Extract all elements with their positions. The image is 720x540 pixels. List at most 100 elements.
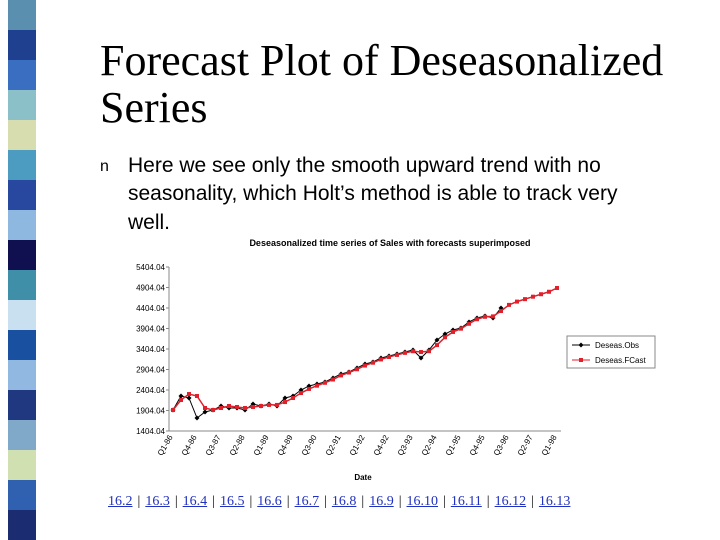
nav-link[interactable]: 16.6 [257, 494, 282, 509]
x-tick-label: Q1-95 [444, 433, 463, 457]
fcast-marker [427, 349, 431, 354]
y-tick-label: 4904.04 [136, 284, 165, 293]
fcast-marker [179, 398, 183, 403]
nav-link[interactable]: 16.7 [294, 494, 320, 509]
x-tick-label: Q4-92 [372, 433, 391, 457]
fcast-marker [187, 392, 191, 397]
x-tick-label: Q2-94 [420, 433, 439, 457]
fcast-marker [515, 299, 519, 304]
nav-separator: | [398, 494, 402, 509]
y-tick-label: 5404.04 [136, 263, 165, 272]
fcast-marker [323, 380, 327, 385]
fcast-marker [339, 373, 343, 378]
fcast-marker [355, 367, 359, 372]
bullet-text: well. [127, 211, 170, 234]
fcast-marker [507, 302, 511, 307]
decor-block [8, 210, 36, 240]
title-line: Forecast Plot of Deseasonalized [100, 36, 663, 85]
nav-link[interactable]: 16.9 [369, 494, 394, 509]
decor-block [8, 330, 36, 360]
fcast-marker [291, 395, 295, 400]
nav-link[interactable]: 16.3 [145, 494, 170, 509]
decor-block [8, 270, 36, 300]
fcast-marker [443, 335, 447, 340]
decor-block [8, 30, 36, 60]
obs-marker [282, 395, 288, 401]
fcast-marker [523, 297, 527, 302]
fcast-marker [475, 317, 479, 322]
bullet-marker: n [100, 158, 109, 175]
nav-link[interactable]: 16.13 [538, 494, 571, 509]
fcast-marker [235, 404, 239, 409]
fcast-marker [267, 402, 271, 407]
nav-separator: | [361, 494, 365, 509]
fcast-marker [531, 294, 535, 299]
x-tick-label: Q1-92 [348, 433, 367, 457]
decor-block [8, 360, 36, 390]
fcast-marker [203, 406, 207, 411]
nav-separator: | [531, 494, 534, 509]
decor-block [8, 300, 36, 330]
decor-block [8, 420, 36, 450]
nav-link[interactable]: 16.4 [182, 494, 208, 509]
nav-link[interactable]: 16.11 [450, 494, 482, 509]
x-tick-label: Q1-86 [156, 433, 175, 457]
fcast-marker [347, 370, 351, 375]
nav-link[interactable]: 16.8 [331, 494, 357, 509]
y-tick-label: 3904.04 [136, 325, 165, 334]
nav-link[interactable]: 16.2 [108, 494, 133, 509]
fcast-marker [555, 285, 559, 290]
fcast-marker [171, 408, 175, 413]
decor-block [8, 60, 36, 90]
fcast-marker [315, 383, 319, 388]
x-tick-label: Q2-88 [228, 433, 247, 457]
obs-marker [418, 355, 424, 361]
obs-marker [186, 395, 192, 401]
x-tick-label: Q3-90 [300, 433, 319, 457]
fcast-marker [491, 314, 495, 319]
nav-link[interactable]: 16.12 [494, 494, 527, 509]
x-tick-label: Q2-91 [324, 433, 343, 457]
nav-separator: | [249, 494, 253, 509]
series-line [172, 307, 502, 419]
decor-block [8, 480, 36, 510]
fcast-marker [251, 404, 255, 409]
decor-block [8, 510, 36, 540]
x-tick-label: Q1-89 [252, 433, 271, 457]
bullet-text: Here we see only the smooth upward trend… [128, 154, 601, 177]
fcast-marker [379, 357, 383, 362]
legend-marker [579, 358, 583, 362]
nav-link[interactable]: 16.5 [219, 494, 245, 509]
legend-marker [578, 342, 584, 348]
nav-separator: | [174, 494, 178, 509]
fcast-marker [459, 326, 463, 331]
nav-bar: 16.2 | 16.3 | 16.4 | 16.5 | 16.6 | 16.7 | 16.8 | 16.9 |… [108, 494, 570, 510]
decor-block [8, 450, 36, 480]
fcast-marker [211, 408, 215, 413]
y-tick-label: 1404.04 [136, 427, 165, 436]
y-tick-label: 2404.04 [136, 386, 165, 395]
title-line: Series [100, 83, 208, 132]
y-tick-label: 2904.04 [136, 366, 165, 375]
y-tick-label: 3404.04 [136, 345, 165, 354]
x-tick-label: Q3-93 [396, 433, 415, 457]
fcast-marker [387, 354, 391, 359]
x-tick-label: Q3-96 [492, 433, 511, 457]
fcast-marker [299, 391, 303, 396]
fcast-marker [435, 343, 439, 348]
nav-link[interactable]: 16.10 [406, 494, 439, 509]
x-axis-label: Date [354, 473, 372, 482]
fcast-marker [547, 289, 551, 294]
fcast-marker [307, 386, 311, 391]
fcast-marker [219, 406, 223, 411]
y-tick-label: 4404.04 [136, 304, 165, 313]
nav-separator: | [324, 494, 327, 509]
obs-marker [442, 331, 448, 337]
bullet-text: seasonality, which Holt’s method is able… [128, 182, 618, 205]
fcast-marker [371, 360, 375, 365]
decor-block [8, 180, 36, 210]
fcast-marker [227, 403, 231, 408]
decor-block [8, 0, 36, 30]
